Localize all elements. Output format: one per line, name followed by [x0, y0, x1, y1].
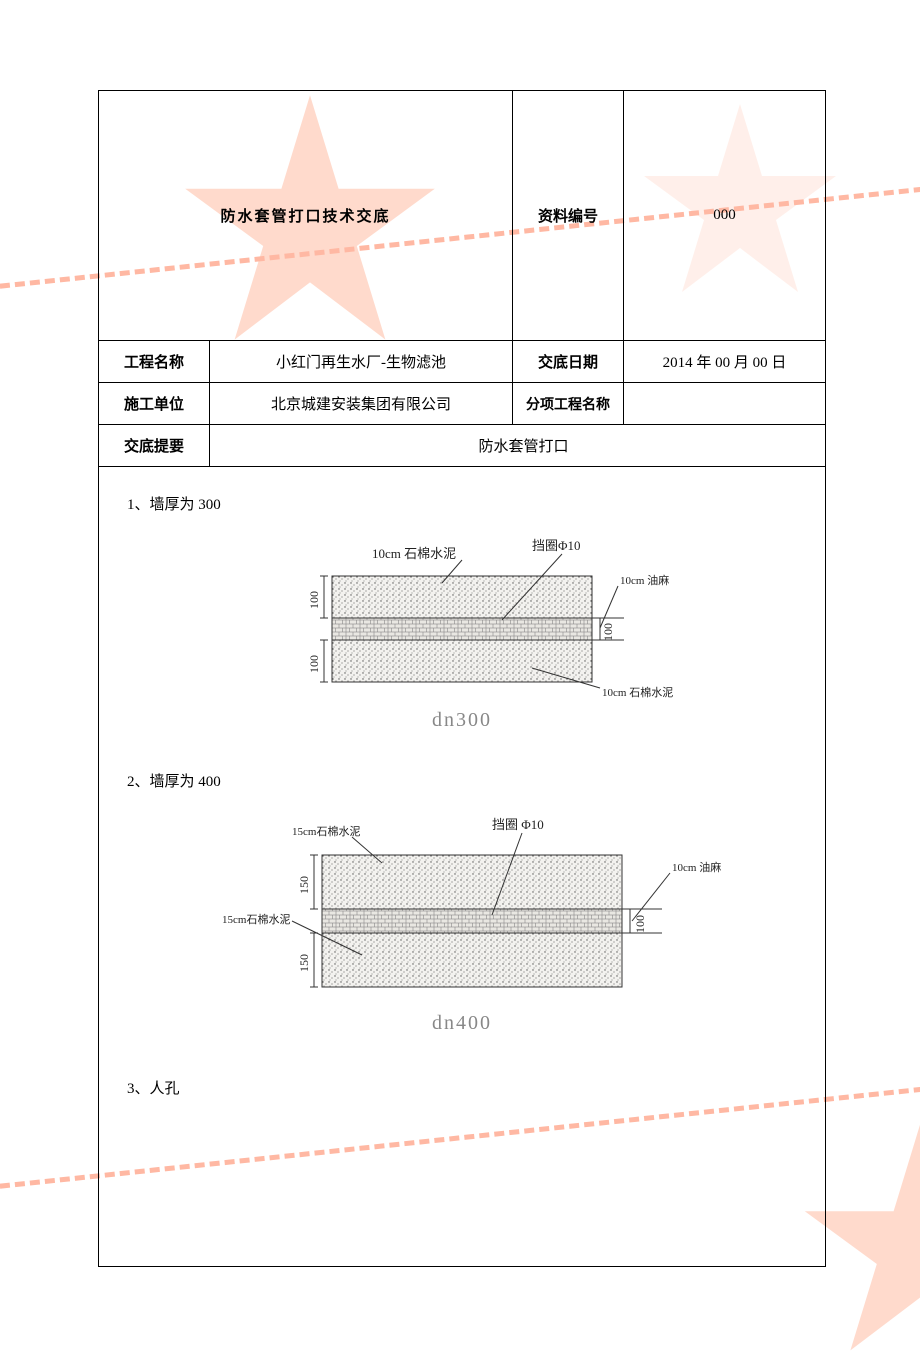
unit-label: 施工单位 [99, 383, 210, 425]
annot-topleft-2: 15cm石棉水泥 [292, 824, 360, 838]
doc-no-value: 000 [624, 91, 826, 341]
annot-topright-1: 挡圈Φ10 [532, 538, 581, 553]
annot-bottom-1: 10cm 石棉水泥 [602, 685, 673, 699]
item-value [624, 383, 826, 425]
diagram-2-svg: 150 150 100 15cm石棉水泥 挡圈 Φ10 [162, 805, 762, 1055]
date-label: 交底日期 [512, 341, 623, 383]
dim-left-bot-2: 150 [297, 954, 311, 972]
dim-left-top-2: 150 [297, 876, 311, 894]
project-value: 小红门再生水厂-生物滤池 [210, 341, 513, 383]
item-label: 分项工程名称 [512, 383, 623, 425]
dim-right-1: 100 [601, 623, 615, 641]
document-page: 防水套管打口技术交底 资料编号 000 工程名称 小红门再生水厂-生物滤池 交底… [98, 90, 826, 1267]
annot-topleft-1: 10cm 石棉水泥 [372, 546, 456, 561]
doc-title: 防水套管打口技术交底 [220, 209, 390, 225]
dim-left-bot-1: 100 [307, 655, 321, 673]
project-label: 工程名称 [99, 341, 210, 383]
annot-right-1: 10cm 油麻 [620, 573, 669, 587]
header-table: 防水套管打口技术交底 资料编号 000 工程名称 小红门再生水厂-生物滤池 交底… [98, 90, 826, 467]
annot-topright-2: 挡圈 Φ10 [492, 817, 544, 832]
section-2-head: 2、墙厚为 400 [127, 770, 797, 791]
dn-label-2: dn400 [432, 1012, 492, 1034]
unit-value: 北京城建安装集团有限公司 [210, 383, 513, 425]
doc-title-cell: 防水套管打口技术交底 [99, 91, 513, 341]
date-value: 2014 年 00 月 00 日 [624, 341, 826, 383]
diagram-1: 100 100 100 10cm 石棉水泥 挡圈Φ [127, 528, 797, 748]
section-3-head: 3、人孔 [127, 1077, 797, 1098]
diagram-1-svg: 100 100 100 10cm 石棉水泥 挡圈Φ [202, 528, 722, 748]
dim-left-top-1: 100 [307, 591, 321, 609]
summary-label: 交底提要 [99, 425, 210, 467]
content-area: 1、墙厚为 300 [98, 467, 826, 1267]
summary-value: 防水套管打口 [210, 425, 826, 467]
section-1-head: 1、墙厚为 300 [127, 493, 797, 514]
doc-no-label: 资料编号 [512, 91, 623, 341]
annot-right-2: 10cm 油麻 [672, 860, 721, 874]
annot-left-2: 15cm石棉水泥 [222, 912, 290, 926]
diagram-2: 150 150 100 15cm石棉水泥 挡圈 Φ10 [127, 805, 797, 1055]
dn-label-1: dn300 [432, 709, 492, 731]
